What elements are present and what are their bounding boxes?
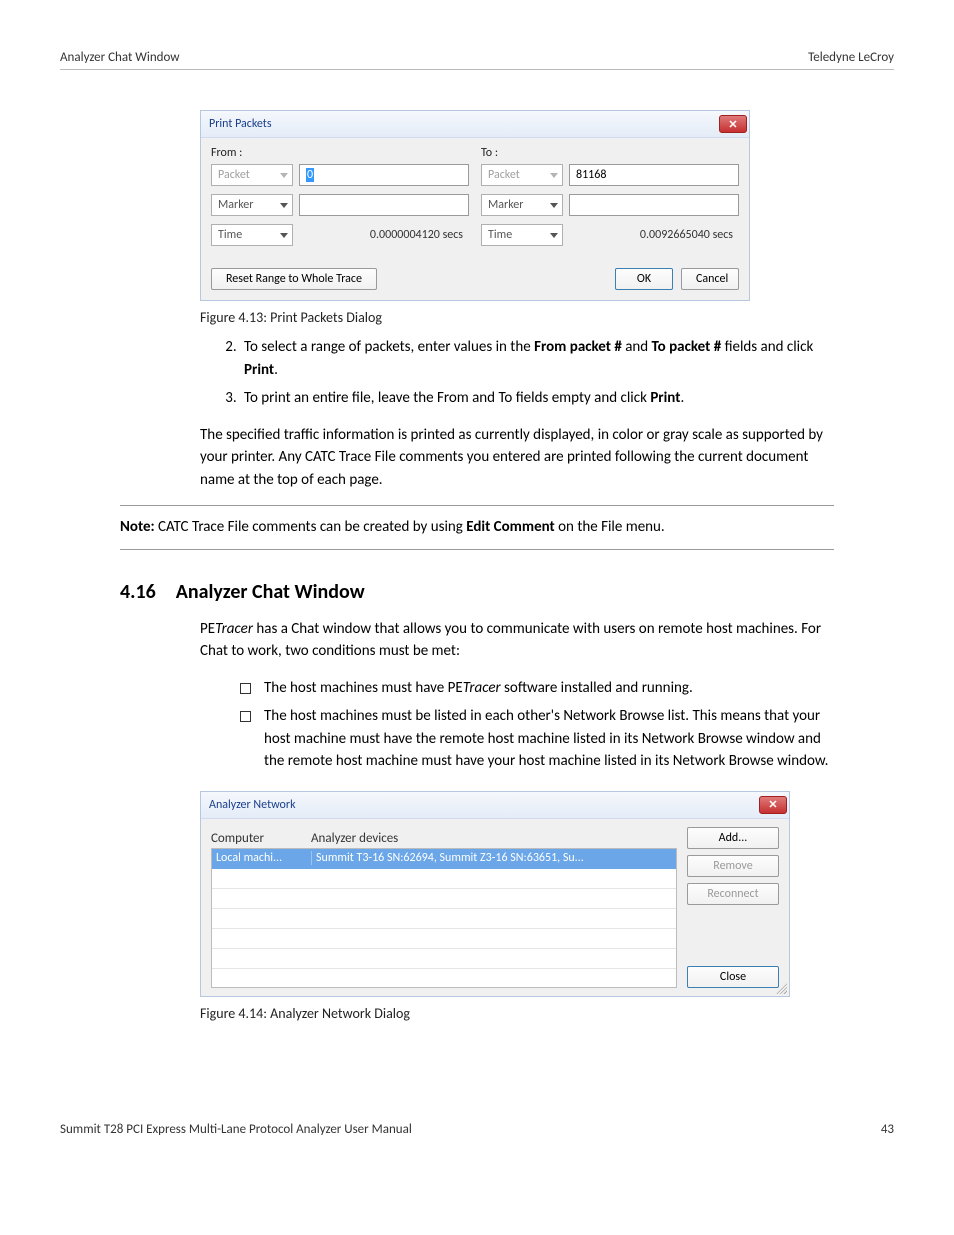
to-time-dropdown[interactable]: Time	[481, 224, 563, 246]
ok-button[interactable]: OK	[615, 268, 673, 290]
dialog-title: Print Packets	[209, 117, 272, 131]
dropdown-label: Time	[218, 228, 242, 242]
remove-button[interactable]: Remove	[687, 855, 779, 877]
header-left: Analyzer Chat Window	[60, 50, 180, 65]
cell-devices: Summit T3-16 SN:62694, Summit Z3-16 SN:6…	[312, 851, 676, 865]
step-3: To print an entire file, leave the From …	[240, 387, 834, 410]
page-footer: Summit T28 PCI Express Multi-Lane Protoc…	[60, 1112, 894, 1137]
from-marker-input[interactable]	[299, 194, 469, 216]
from-packet-dropdown[interactable]: Packet	[211, 164, 293, 186]
to-time-value: 0.0092665040 secs	[569, 224, 739, 246]
from-marker-dropdown[interactable]: Marker	[211, 194, 293, 216]
paragraph: PETracer has a Chat window that allows y…	[200, 618, 834, 663]
from-time-value: 0.0000004120 secs	[299, 224, 469, 246]
paragraph: The specified traffic information is pri…	[200, 424, 834, 492]
bullet-2: The host machines must be listed in each…	[240, 705, 834, 773]
page-header: Analyzer Chat Window Teledyne LeCroy	[60, 50, 894, 70]
note-label: Note:	[120, 518, 155, 536]
numbered-steps: To select a range of packets, enter valu…	[240, 336, 834, 410]
section-title: Analyzer Chat Window	[176, 580, 365, 604]
chevron-down-icon	[550, 233, 558, 238]
from-packet-input[interactable]: 0	[299, 164, 469, 186]
step-2: To select a range of packets, enter valu…	[240, 336, 834, 381]
chevron-down-icon	[550, 173, 558, 178]
reconnect-button[interactable]: Reconnect	[687, 883, 779, 905]
dialog-title: Analyzer Network	[209, 798, 296, 812]
dialog-titlebar: Analyzer Network ✕	[201, 792, 789, 819]
table-header: Computer Analyzer devices	[211, 827, 677, 848]
network-table[interactable]: Local machi... Summit T3-16 SN:62694, Su…	[211, 848, 677, 988]
dropdown-label: Packet	[218, 168, 250, 182]
footer-left: Summit T28 PCI Express Multi-Lane Protoc…	[60, 1122, 412, 1137]
print-packets-dialog: Print Packets ✕ From : Packet 0 Marker	[200, 110, 750, 301]
reset-range-button[interactable]: Reset Range to Whole Trace	[211, 268, 377, 290]
cell-computer: Local machi...	[212, 851, 312, 865]
figure-caption-2: Figure 4.14: Analyzer Network Dialog	[200, 1005, 894, 1022]
close-button[interactable]: Close	[687, 966, 779, 988]
figure-caption-1: Figure 4.13: Print Packets Dialog	[200, 309, 894, 326]
chevron-down-icon	[280, 233, 288, 238]
col-computer: Computer	[211, 831, 311, 846]
table-row[interactable]	[212, 909, 676, 929]
chevron-down-icon	[550, 203, 558, 208]
chevron-down-icon	[280, 173, 288, 178]
to-packet-input[interactable]: 81168	[569, 164, 739, 186]
to-marker-dropdown[interactable]: Marker	[481, 194, 563, 216]
close-icon[interactable]: ✕	[719, 115, 747, 133]
cancel-button[interactable]: Cancel	[681, 268, 739, 290]
dropdown-label: Marker	[218, 198, 253, 212]
section-number: 4.16	[120, 580, 156, 604]
dropdown-label: Packet	[488, 168, 520, 182]
to-packet-dropdown[interactable]: Packet	[481, 164, 563, 186]
to-label: To :	[481, 144, 739, 164]
dialog-titlebar: Print Packets ✕	[201, 111, 749, 138]
table-row[interactable]	[212, 889, 676, 909]
section-heading: 4.16 Analyzer Chat Window	[120, 580, 834, 604]
table-row[interactable]: Local machi... Summit T3-16 SN:62694, Su…	[212, 849, 676, 869]
chevron-down-icon	[280, 203, 288, 208]
close-icon[interactable]: ✕	[759, 796, 787, 814]
resize-grip-icon[interactable]	[775, 982, 787, 994]
dropdown-label: Time	[488, 228, 512, 242]
page-number: 43	[881, 1122, 894, 1137]
table-row[interactable]	[212, 949, 676, 969]
to-marker-input[interactable]	[569, 194, 739, 216]
from-time-dropdown[interactable]: Time	[211, 224, 293, 246]
from-label: From :	[211, 144, 469, 164]
bullet-list: The host machines must have PETracer sof…	[240, 677, 834, 773]
col-devices: Analyzer devices	[311, 831, 398, 846]
add-button[interactable]: Add...	[687, 827, 779, 849]
dropdown-label: Marker	[488, 198, 523, 212]
analyzer-network-dialog: Analyzer Network ✕ Computer Analyzer dev…	[200, 791, 790, 997]
table-row[interactable]	[212, 929, 676, 949]
table-row[interactable]	[212, 869, 676, 889]
header-right: Teledyne LeCroy	[808, 50, 894, 65]
bullet-1: The host machines must have PETracer sof…	[240, 677, 834, 700]
note-block: Note: CATC Trace File comments can be cr…	[120, 505, 834, 550]
